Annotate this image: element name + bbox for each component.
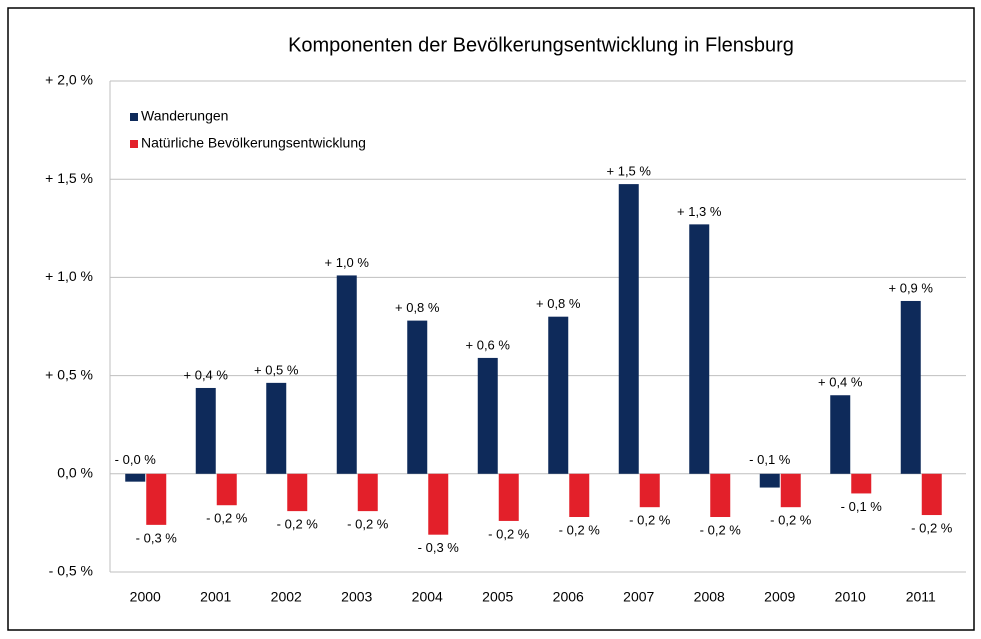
y-tick-label: - 0,5 % bbox=[49, 563, 93, 579]
bar bbox=[780, 473, 801, 508]
value-label: - 0,2 % bbox=[770, 513, 812, 528]
bar bbox=[287, 473, 308, 512]
value-label: - 0,2 % bbox=[700, 522, 742, 537]
chart-border bbox=[7, 7, 975, 631]
legend-swatch bbox=[130, 113, 138, 121]
bar bbox=[710, 473, 731, 518]
bar bbox=[216, 473, 237, 506]
bar bbox=[851, 473, 872, 494]
value-label: + 0,4 % bbox=[184, 367, 229, 382]
bar bbox=[336, 275, 357, 474]
bar bbox=[266, 382, 287, 474]
value-label: - 0,2 % bbox=[911, 520, 953, 535]
value-label: + 1,0 % bbox=[325, 255, 370, 270]
y-tick-label: + 2,0 % bbox=[45, 72, 93, 88]
value-label: + 0,8 % bbox=[395, 300, 440, 315]
value-label: - 0,2 % bbox=[206, 511, 248, 526]
bar bbox=[759, 473, 780, 488]
x-tick-label: 2001 bbox=[200, 589, 231, 605]
value-label: - 0,3 % bbox=[136, 530, 178, 545]
x-tick-label: 2007 bbox=[623, 589, 654, 605]
value-label: - 0,2 % bbox=[277, 517, 319, 532]
x-tick-label: 2011 bbox=[906, 589, 936, 605]
value-label: - 0,0 % bbox=[115, 452, 157, 467]
y-tick-label: 0,0 % bbox=[57, 465, 93, 481]
y-tick-label: + 0,5 % bbox=[45, 366, 93, 382]
bar bbox=[569, 473, 590, 518]
value-label: - 0,1 % bbox=[841, 499, 883, 514]
value-label: - 0,3 % bbox=[418, 540, 460, 555]
legend-label: Wanderungen bbox=[141, 108, 228, 124]
chart-title: Komponenten der Bevölkerungsentwicklung … bbox=[288, 34, 794, 56]
bar bbox=[498, 473, 519, 521]
y-tick-label: + 1,5 % bbox=[45, 170, 93, 186]
bar bbox=[618, 184, 639, 474]
bar bbox=[548, 316, 569, 474]
bar bbox=[921, 473, 942, 516]
legend-label: Natürliche Bevölkerungsentwicklung bbox=[141, 135, 366, 151]
bar bbox=[477, 357, 498, 474]
x-tick-label: 2008 bbox=[694, 589, 725, 605]
value-label: + 0,5 % bbox=[254, 362, 299, 377]
bar bbox=[146, 473, 167, 525]
x-tick-label: 2000 bbox=[130, 589, 161, 605]
value-label: - 0,2 % bbox=[488, 526, 530, 541]
value-label: + 0,4 % bbox=[818, 375, 863, 390]
value-label: + 1,3 % bbox=[677, 204, 722, 219]
bar bbox=[357, 473, 378, 512]
value-label: + 0,8 % bbox=[536, 296, 581, 311]
value-label: + 0,6 % bbox=[466, 337, 511, 352]
value-label: + 0,9 % bbox=[889, 280, 934, 295]
x-tick-label: 2003 bbox=[341, 589, 372, 605]
value-label: - 0,2 % bbox=[347, 517, 389, 532]
bar bbox=[900, 300, 921, 474]
x-tick-label: 2004 bbox=[412, 589, 443, 605]
x-tick-label: 2006 bbox=[553, 589, 584, 605]
bar bbox=[428, 473, 449, 535]
bar bbox=[830, 395, 851, 474]
value-label: - 0,1 % bbox=[749, 452, 791, 467]
bar bbox=[407, 320, 428, 474]
bar bbox=[639, 473, 660, 508]
value-label: + 1,5 % bbox=[607, 164, 652, 179]
bar bbox=[195, 387, 216, 474]
x-tick-label: 2005 bbox=[482, 589, 513, 605]
legend-swatch bbox=[130, 140, 138, 148]
x-tick-label: 2009 bbox=[764, 589, 795, 605]
bar bbox=[125, 473, 146, 482]
value-label: - 0,2 % bbox=[629, 513, 671, 528]
value-label: - 0,2 % bbox=[559, 522, 601, 537]
x-tick-label: 2010 bbox=[835, 589, 866, 605]
y-tick-label: + 1,0 % bbox=[45, 268, 93, 284]
x-tick-label: 2002 bbox=[271, 589, 302, 605]
bar bbox=[689, 224, 710, 474]
